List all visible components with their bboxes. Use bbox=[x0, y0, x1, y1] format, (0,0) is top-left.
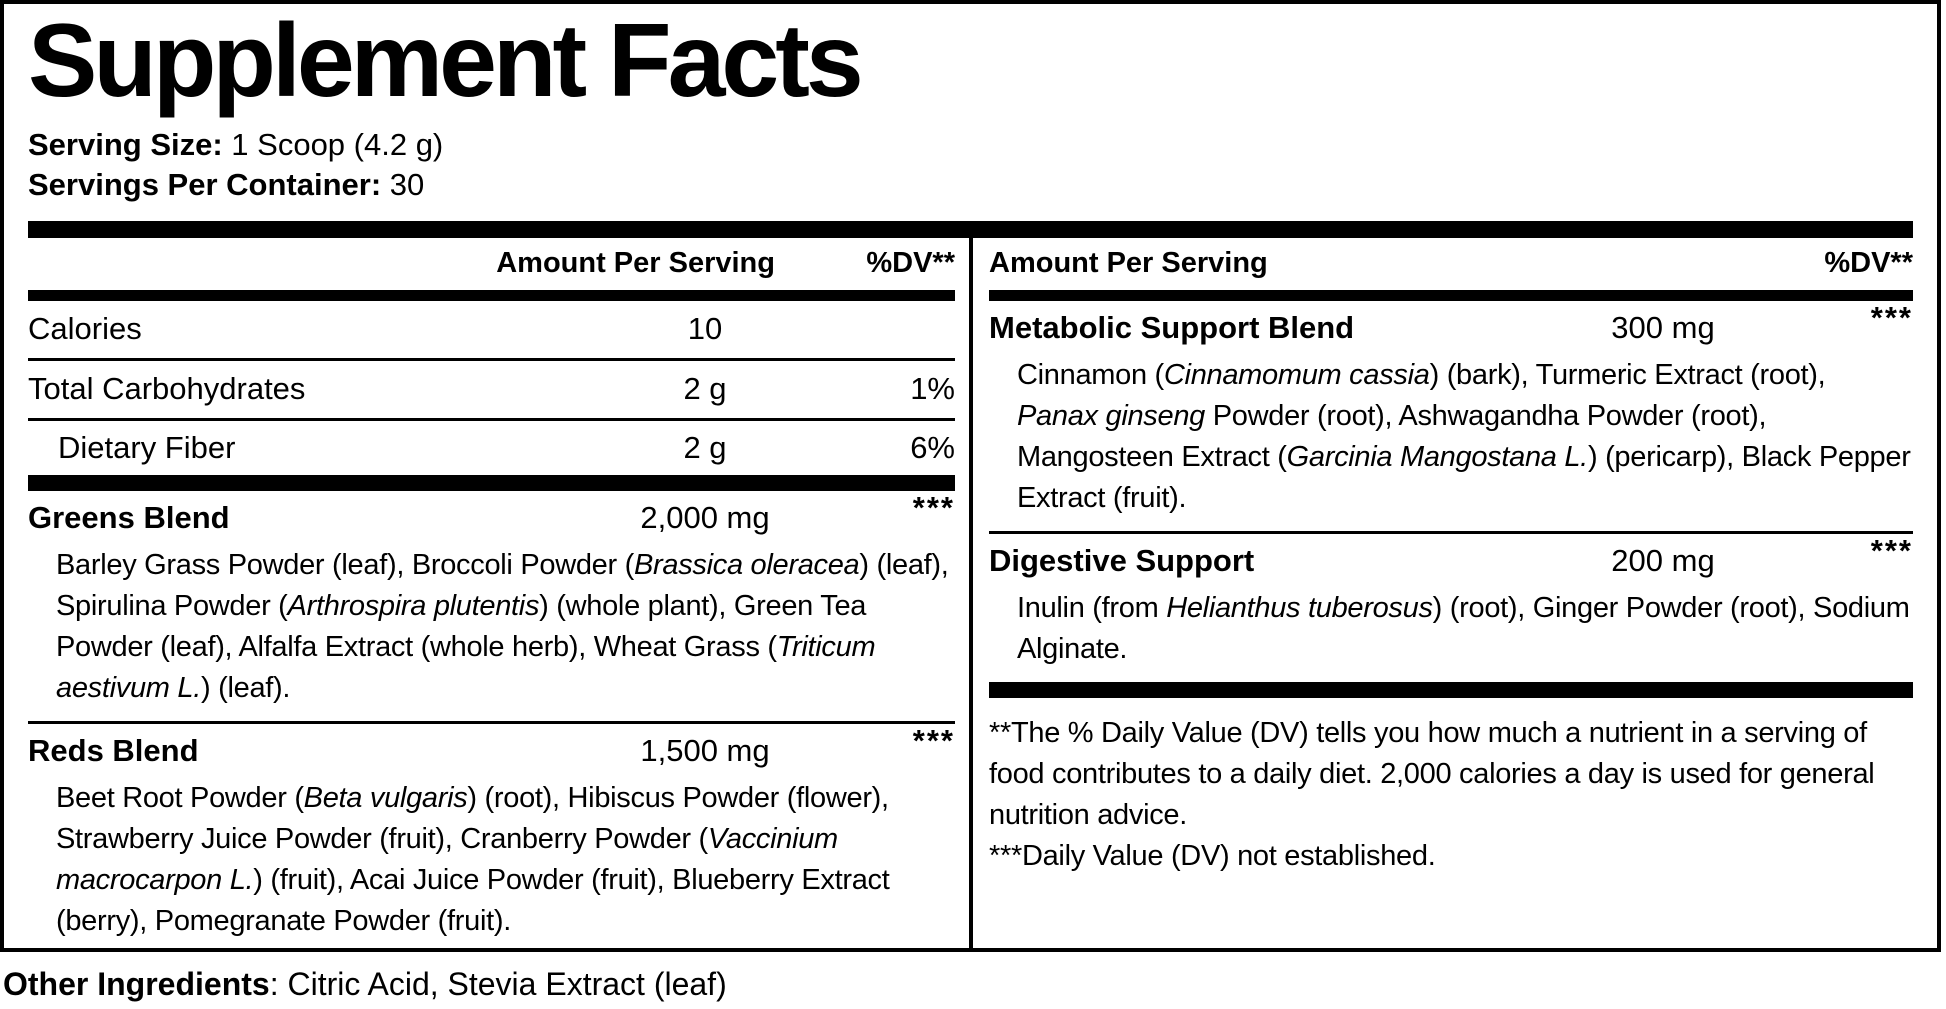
servings-per-container-line: Servings Per Container: 30 bbox=[28, 165, 1913, 205]
nutrient-amount: 2 g bbox=[683, 429, 727, 465]
nutrient-name: Total Carbohydrates bbox=[28, 371, 306, 407]
blend-heading-row: Reds Blend 1,500 mg *** bbox=[28, 722, 955, 778]
blend-section-reds: Reds Blend 1,500 mg *** Beet Root Powder… bbox=[28, 722, 955, 944]
left-amount-per-serving-header: Amount Per Serving bbox=[496, 247, 775, 280]
facts-columns: Amount Per Serving %DV** Calories 10 Tot… bbox=[28, 237, 1913, 948]
blend-heading-row: Greens Blend 2,000 mg *** bbox=[28, 489, 955, 545]
other-ingredients-line: Other Ingredients: Citric Acid, Stevia E… bbox=[3, 966, 727, 1003]
blend-heading-row: Digestive Support 200 mg *** bbox=[989, 532, 1913, 588]
nutrient-row-total-carbohydrates: Total Carbohydrates 2 g 1% bbox=[28, 361, 955, 418]
nutrient-amount: 2 g bbox=[683, 371, 727, 407]
blend-ingredients: Beet Root Powder (Beta vulgaris) (root),… bbox=[56, 781, 890, 937]
blend-amount: 200 mg bbox=[1611, 542, 1715, 578]
right-column: Amount Per Serving %DV** Metabolic Suppo… bbox=[973, 238, 1913, 948]
serving-size-label: Serving Size: bbox=[28, 126, 223, 162]
right-amount-per-serving-header: Amount Per Serving bbox=[989, 247, 1268, 280]
blend-dv-stars: *** bbox=[912, 722, 955, 758]
top-thick-bar bbox=[28, 220, 1913, 238]
left-dv-header: %DV** bbox=[866, 247, 955, 280]
footnotes: **The % Daily Value (DV) tells you how m… bbox=[989, 713, 1913, 877]
blend-ingredients: Cinnamon (Cinnamomum cassia) (bark), Tur… bbox=[1017, 358, 1911, 514]
blend-section-metabolic-support: Metabolic Support Blend 300 mg *** Cinna… bbox=[989, 299, 1913, 531]
nutrient-dv: 1% bbox=[910, 371, 955, 407]
supplement-facts-panel: Supplement Facts Serving Size: 1 Scoop (… bbox=[0, 0, 1941, 952]
blend-dv-stars: *** bbox=[1870, 532, 1913, 568]
other-ingredients-label: Other Ingredients bbox=[3, 966, 270, 1002]
right-column-header: Amount Per Serving %DV** bbox=[989, 238, 1913, 290]
nutrient-row-dietary-fiber: Dietary Fiber 2 g 6% bbox=[28, 421, 955, 475]
other-ingredients-value: : Citric Acid, Stevia Extract (leaf) bbox=[269, 966, 727, 1002]
blend-name: Metabolic Support Blend bbox=[989, 309, 1355, 345]
blend-name: Greens Blend bbox=[28, 499, 230, 535]
left-column: Amount Per Serving %DV** Calories 10 Tot… bbox=[28, 238, 969, 948]
footnote-thick-bar bbox=[989, 681, 1913, 698]
panel-title: Supplement Facts bbox=[28, 3, 864, 119]
right-dv-header: %DV** bbox=[1824, 247, 1913, 280]
row-divider bbox=[28, 357, 955, 361]
left-header-bar bbox=[28, 289, 955, 301]
blend-ingredients: Inulin (from Helianthus tuberosus) (root… bbox=[1017, 591, 1910, 665]
nutrient-name: Dietary Fiber bbox=[58, 429, 236, 465]
servings-per-container-label: Servings Per Container: bbox=[28, 166, 382, 202]
left-column-header: Amount Per Serving %DV** bbox=[28, 238, 955, 290]
serving-info: Serving Size: 1 Scoop (4.2 g) Servings P… bbox=[28, 125, 1913, 205]
nutrient-amount: 10 bbox=[687, 311, 723, 347]
blend-amount: 300 mg bbox=[1611, 309, 1715, 345]
blend-section-greens: Greens Blend 2,000 mg *** Barley Grass P… bbox=[28, 489, 955, 721]
blend-section-digestive-support: Digestive Support 200 mg *** Inulin (fro… bbox=[989, 532, 1913, 682]
row-divider bbox=[28, 720, 955, 724]
blend-dv-stars: *** bbox=[1870, 299, 1913, 335]
footnote-daily-value: **The % Daily Value (DV) tells you how m… bbox=[989, 716, 1875, 831]
blend-name: Reds Blend bbox=[28, 732, 199, 768]
blend-ingredients: Barley Grass Powder (leaf), Broccoli Pow… bbox=[56, 548, 949, 704]
nutrient-name: Calories bbox=[28, 311, 142, 347]
serving-size-value: 1 Scoop (4.2 g) bbox=[222, 126, 444, 162]
blend-dv-stars: *** bbox=[912, 489, 955, 525]
footnote-not-established: ***Daily Value (DV) not established. bbox=[989, 839, 1436, 872]
row-divider bbox=[989, 530, 1913, 534]
blend-amount: 2,000 mg bbox=[640, 499, 770, 535]
section-thick-bar bbox=[28, 474, 955, 491]
blend-name: Digestive Support bbox=[989, 542, 1255, 578]
blend-amount: 1,500 mg bbox=[640, 732, 770, 768]
servings-per-container-value: 30 bbox=[381, 166, 425, 202]
serving-size-line: Serving Size: 1 Scoop (4.2 g) bbox=[28, 125, 1913, 165]
blend-heading-row: Metabolic Support Blend 300 mg *** bbox=[989, 299, 1913, 355]
right-header-bar bbox=[989, 289, 1913, 301]
nutrient-row-calories: Calories 10 bbox=[28, 301, 955, 358]
row-divider bbox=[28, 417, 955, 421]
nutrient-dv: 6% bbox=[910, 429, 955, 465]
column-divider bbox=[969, 237, 973, 948]
